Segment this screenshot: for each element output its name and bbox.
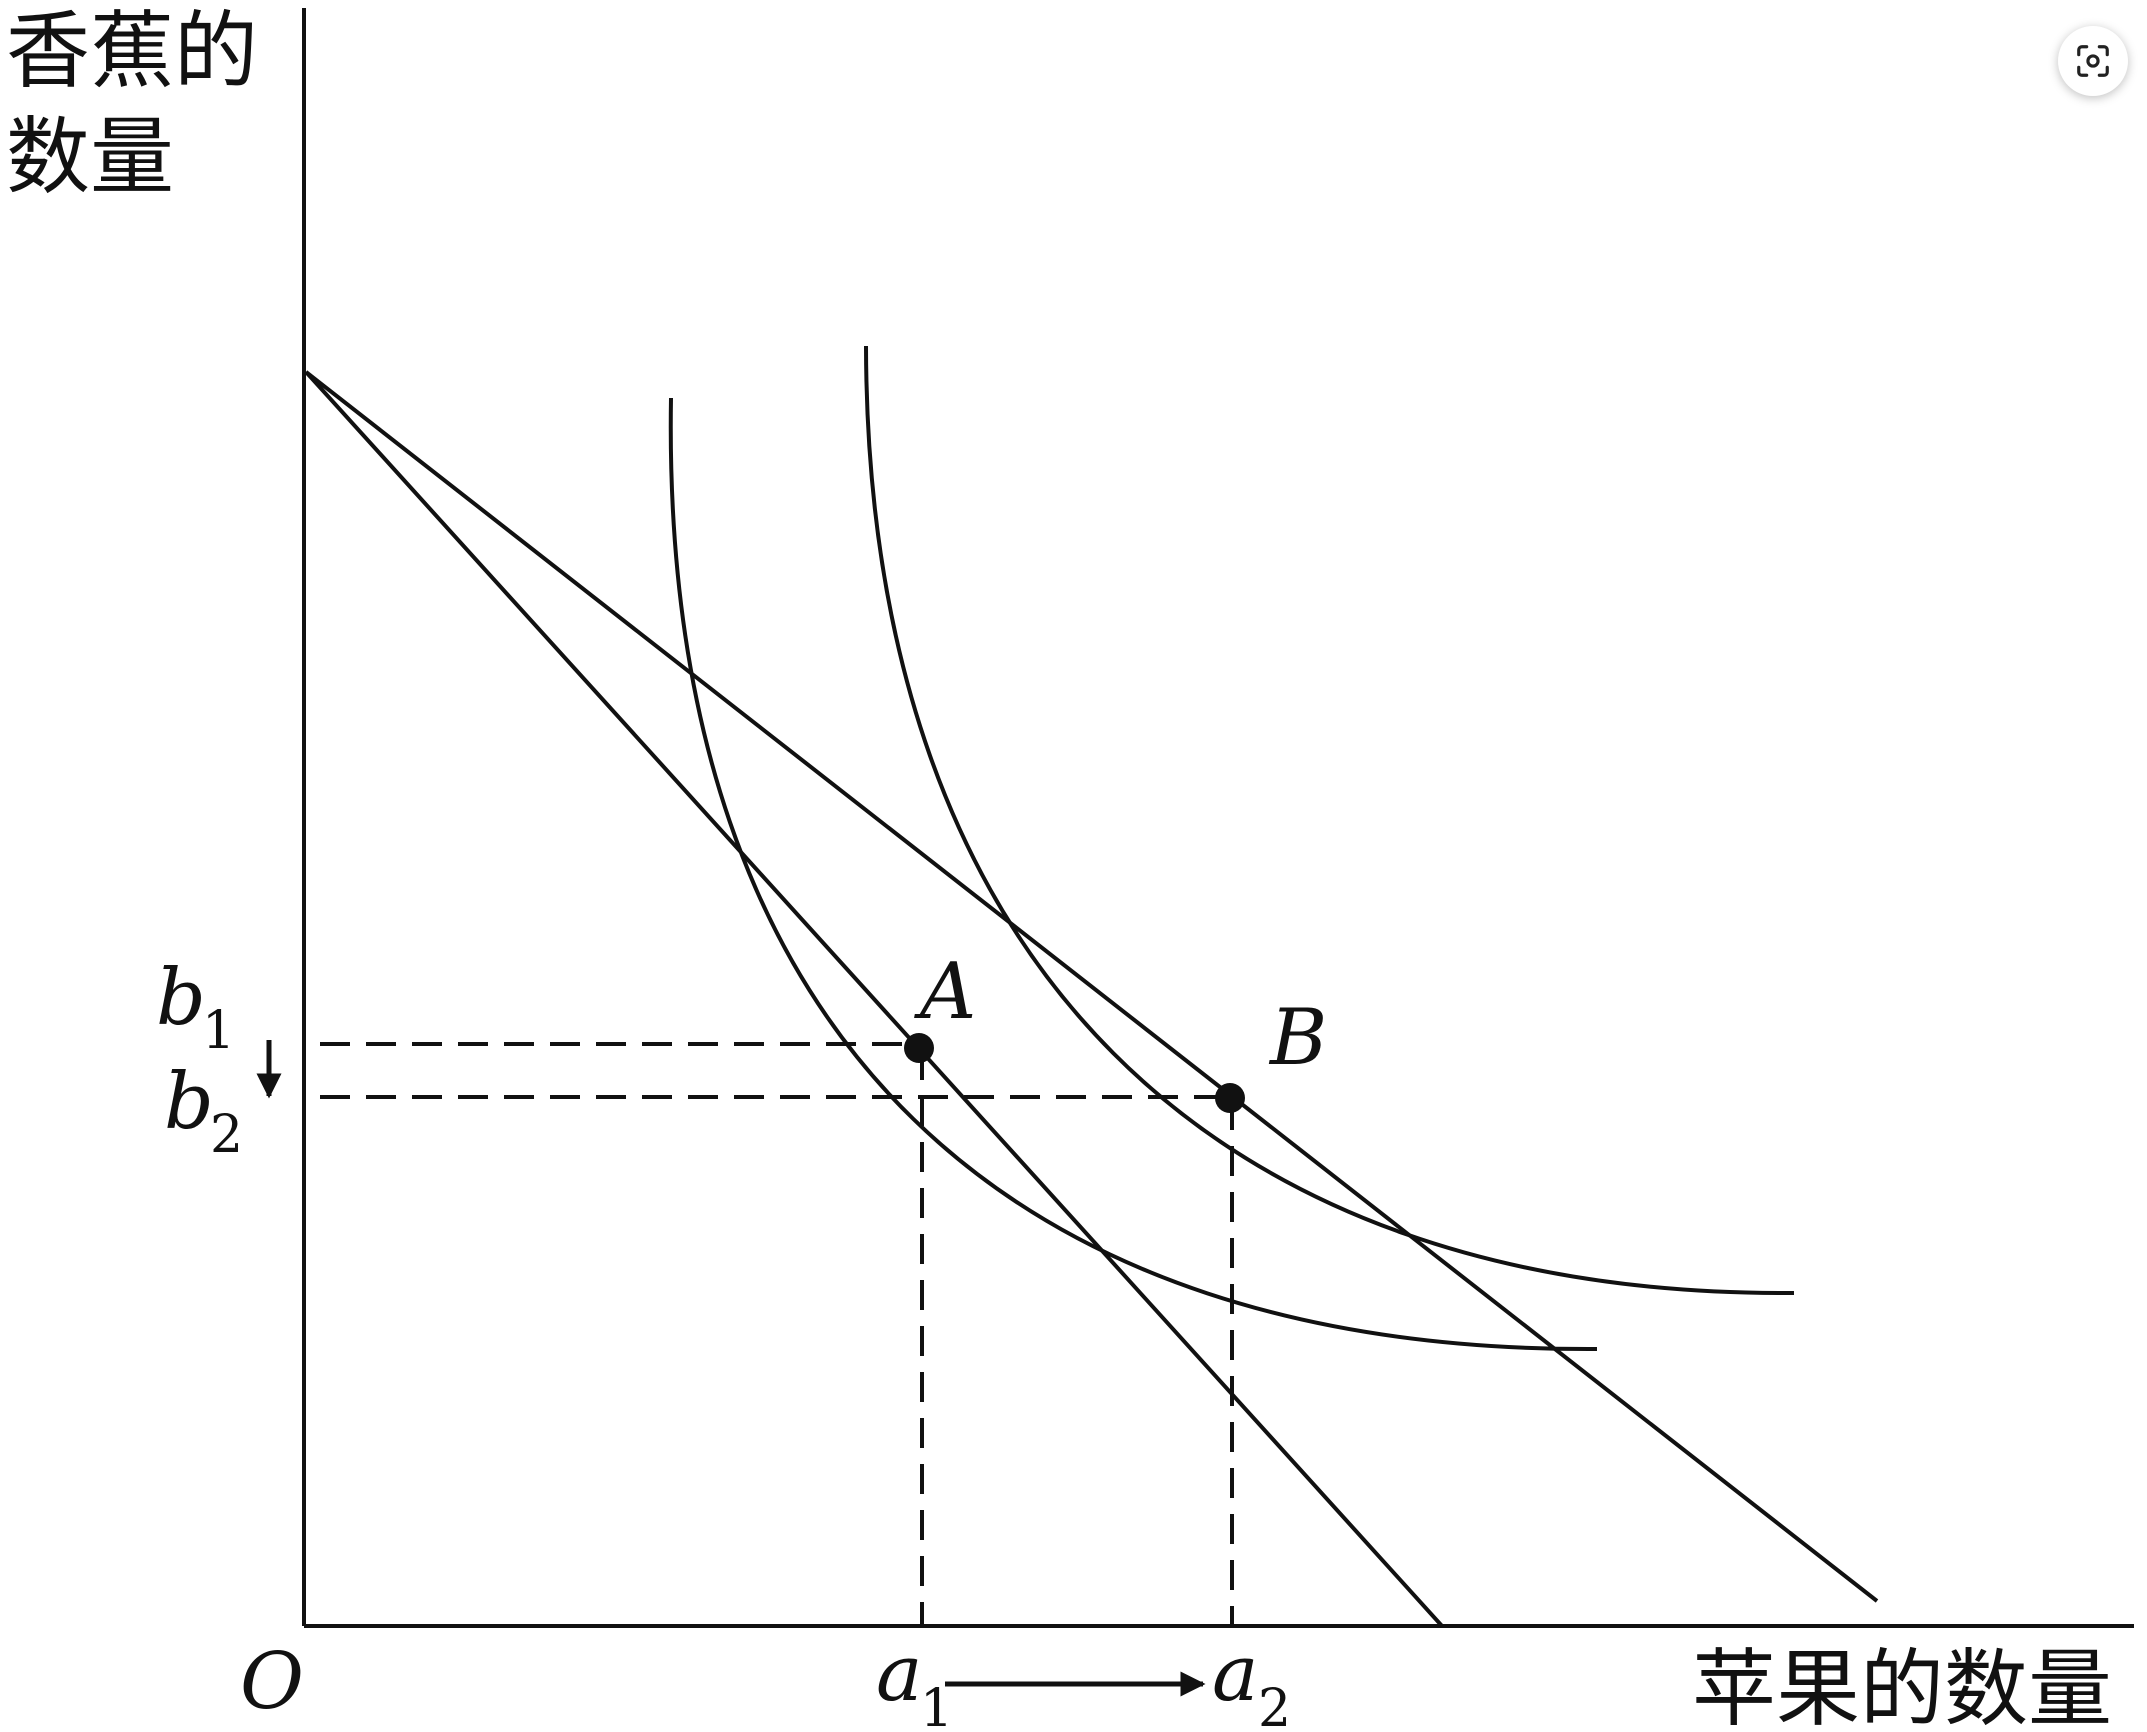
- budget-line-original: [304, 370, 1444, 1628]
- point-b-label: B: [1268, 993, 1327, 1083]
- scan-icon: [2077, 45, 2109, 77]
- image-scan-button[interactable]: [2058, 26, 2128, 96]
- indifference-curve-2: [864, 345, 1795, 1296]
- point-a-label: A: [914, 947, 976, 1037]
- y-axis-title-line2: 数量: [6, 108, 174, 206]
- y-tick-b2-main: b: [164, 1057, 214, 1147]
- x-axis-title: 苹果的数量: [1692, 1640, 2112, 1732]
- x-tick-a1-sub: 1: [920, 1679, 953, 1732]
- y-tick-b1-main: b: [156, 953, 206, 1043]
- x-tick-a2-sub: 2: [1258, 1679, 1291, 1732]
- point-b-marker: [1215, 1083, 1245, 1113]
- point-a-marker: [904, 1033, 934, 1063]
- budget-line-rotated: [304, 370, 1879, 1603]
- indifference-curve-1: [668, 397, 1598, 1352]
- origin-label: O: [240, 1637, 304, 1727]
- x-tick-a2-main: a: [1212, 1629, 1259, 1719]
- x-tick-a1-main: a: [876, 1629, 923, 1719]
- y-axis-title-line1: 香蕉的: [6, 2, 258, 100]
- y-tick-b2-sub: 2: [210, 1105, 243, 1165]
- y-tick-b1-sub: 1: [202, 1001, 235, 1061]
